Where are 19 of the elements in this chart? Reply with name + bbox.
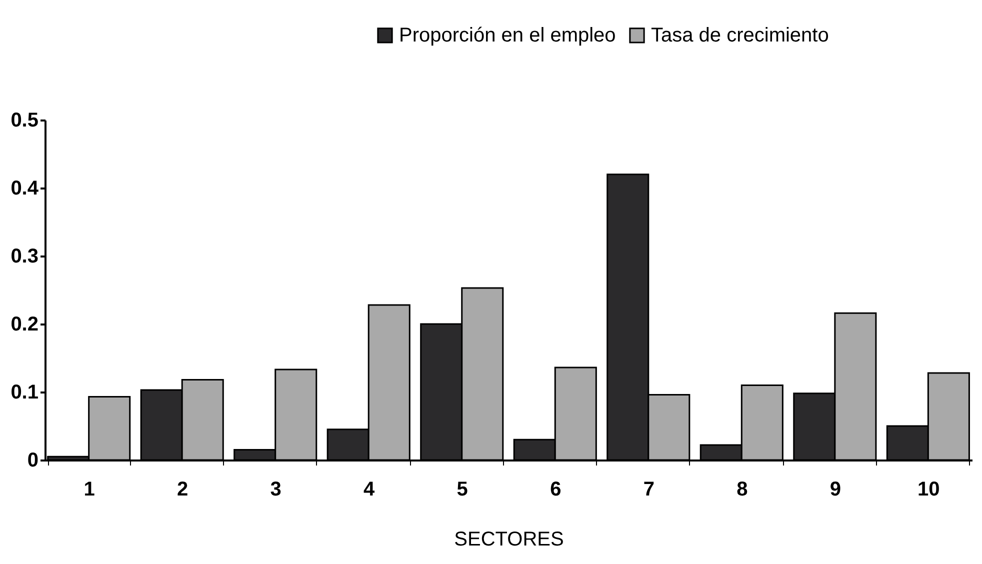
x-tick-label: 3: [270, 478, 282, 500]
x-tick-label: 2: [177, 478, 188, 500]
y-tick-label: 0.3: [10, 246, 38, 268]
x-tick-label: 9: [830, 478, 841, 500]
y-tick-label: 0.2: [10, 314, 38, 336]
y-tick-label: 0: [27, 450, 38, 472]
x-tick-label: 7: [643, 478, 654, 500]
x-axis-title: SECTORES: [454, 528, 564, 550]
x-tick-label: 8: [736, 478, 748, 500]
x-tick-label: 10: [918, 478, 940, 500]
legend-label: Proporción en el empleo: [399, 24, 616, 46]
x-tick-label: 5: [456, 478, 468, 500]
x-tick-label: 6: [550, 478, 562, 500]
x-tick-label: 1: [84, 478, 95, 500]
y-tick-label: 0.1: [10, 382, 38, 404]
legend-label: Tasa de crecimiento: [651, 24, 829, 46]
y-tick-label: 0.4: [10, 178, 40, 200]
y-tick-label: 0.5: [10, 110, 38, 132]
x-tick-label: 4: [364, 478, 376, 500]
